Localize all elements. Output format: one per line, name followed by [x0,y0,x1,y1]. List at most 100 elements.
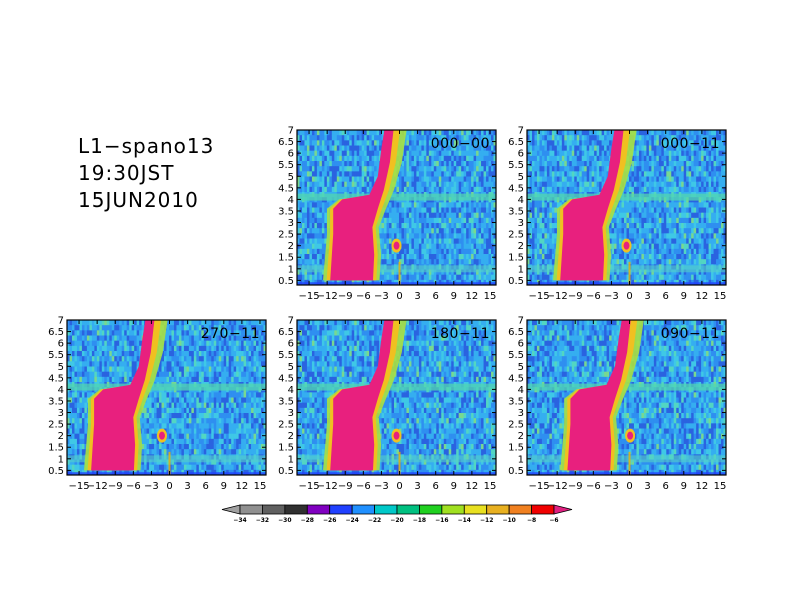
field-cell [668,161,672,167]
field-cell [297,145,300,151]
field-cell [564,130,568,136]
field-cell [478,176,482,182]
field-cell [493,166,496,172]
field-cell [688,217,692,224]
field-cell [456,202,459,208]
field-cell [646,155,650,162]
field-cell [534,155,538,162]
field-cell [463,176,467,182]
field-cell [554,140,558,146]
field-cell [633,248,637,255]
field-cell [706,274,709,281]
field-cell [531,274,535,281]
field-cell [703,181,707,188]
field-cell [406,181,410,188]
field-cell [418,254,422,260]
field-cell [676,259,680,265]
field-cell [546,259,550,265]
field-cell [696,233,699,239]
field-cell [678,181,682,188]
field-cell [301,171,305,177]
field-cell [574,140,578,146]
field-cell [678,202,682,208]
field-cell [688,248,692,255]
field-cell [673,238,677,244]
field-cell [426,243,430,250]
field-cell [666,176,670,182]
field-cell [641,176,645,182]
field-cell [633,176,637,182]
field-cell [701,166,704,172]
field-cell [661,202,665,208]
field-cell [473,186,477,193]
field-cell [463,254,467,260]
field-cell [426,228,430,234]
field-cell [331,176,335,182]
field-cell [648,140,652,146]
field-cell [379,150,382,157]
field-cell [431,202,435,208]
field-cell [297,243,300,250]
field-cell [468,274,472,281]
field-cell [658,238,662,244]
field-cell [646,171,650,177]
field-cell [359,176,362,182]
field-cell [436,207,440,213]
field-cell [471,135,474,141]
field-cell [461,254,464,260]
field-cell [671,150,675,157]
field-cell [488,274,492,281]
field-cell [718,212,722,219]
field-cell [344,186,348,193]
field-cell [673,140,677,146]
field-cell [708,171,712,177]
field-cell [653,181,657,188]
field-cell [466,145,469,151]
field-cell [451,259,455,265]
field-cell [648,135,652,141]
field-cell [336,155,340,162]
field-cell [381,130,385,136]
field-cell [297,223,300,229]
field-cell [559,186,563,193]
x-tick-label: 12 [466,291,479,302]
field-cell [683,181,687,188]
field-cell [448,161,452,167]
field-cell [371,140,375,146]
field-cell [698,274,702,281]
field-cell [408,171,412,177]
field-cell [361,140,365,146]
field-cell [483,171,487,177]
field-cell [391,217,395,224]
field-cell [539,166,543,172]
field-cell [297,135,300,141]
field-cell [574,135,578,141]
field-cell [631,223,635,229]
field-cell [638,186,642,193]
field-cell [561,161,565,167]
field-cell [574,145,578,151]
field-cell [401,166,405,172]
field-cell [614,212,617,219]
field-cell [601,130,605,136]
field-cell [423,202,427,208]
field-cell [411,243,415,250]
field-cell [549,217,553,224]
field-cell [698,233,702,239]
field-cell [309,207,313,213]
field-cell [594,176,597,182]
field-cell [586,140,590,146]
field-cell [431,145,435,151]
field-cell [626,259,630,265]
field-cell [428,186,432,193]
field-cell [686,217,689,224]
field-cell [594,140,597,146]
field-cell [527,238,530,244]
field-cell [534,181,538,188]
field-cell [666,212,670,219]
field-cell [408,254,412,260]
field-cell [446,217,450,224]
field-cell [711,202,714,208]
field-cell [408,181,412,188]
field-cell [463,155,467,162]
